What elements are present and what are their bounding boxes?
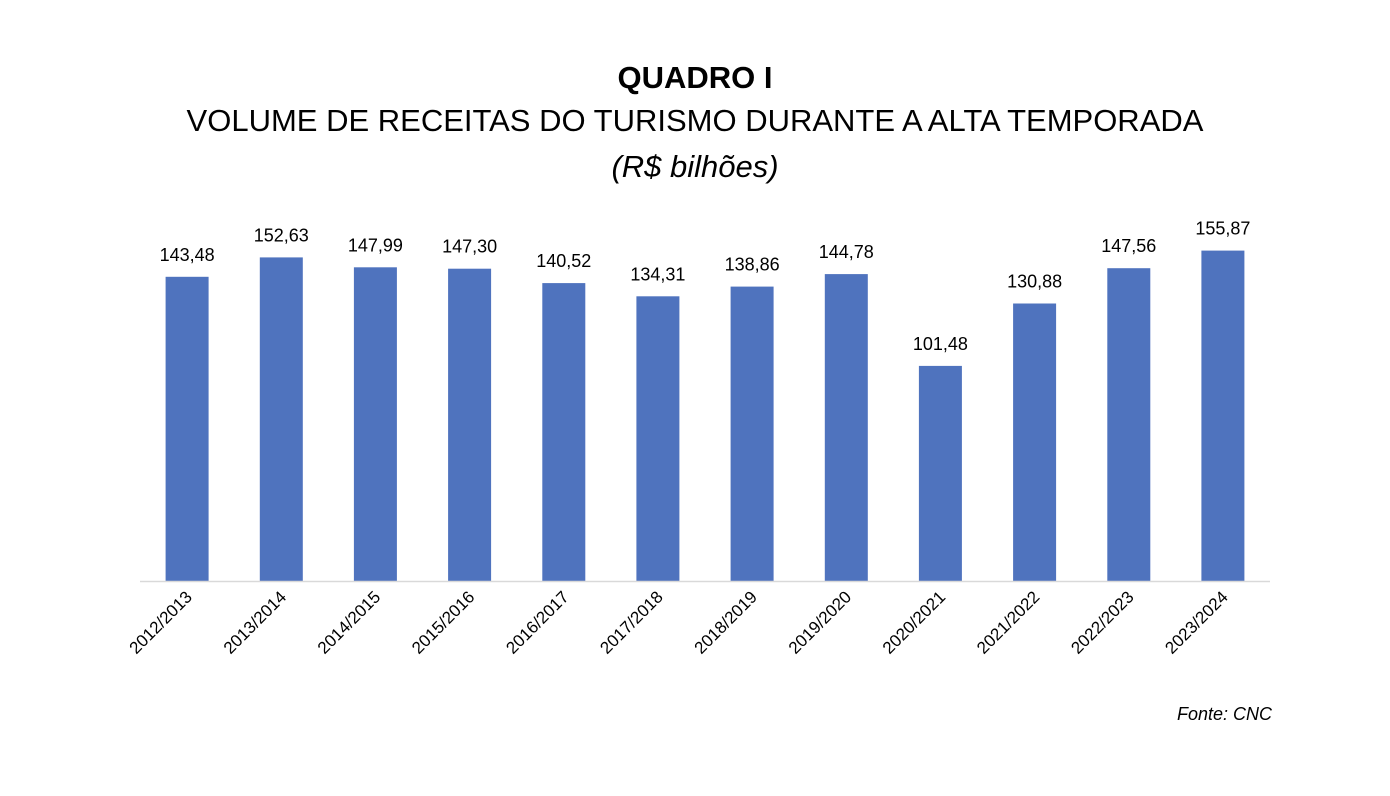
bar-2012-2013 bbox=[165, 276, 209, 581]
x-tick-label: 2022/2023 bbox=[1067, 587, 1137, 657]
bar-2015-2016 bbox=[448, 268, 492, 581]
data-label: 144,78 bbox=[819, 242, 874, 262]
bar-2023-2024 bbox=[1201, 250, 1245, 581]
bar-2013-2014 bbox=[259, 257, 303, 581]
chart-label: QUADRO I bbox=[617, 60, 773, 95]
x-tick-label: 2015/2016 bbox=[408, 587, 478, 657]
bar-2019-2020 bbox=[824, 274, 868, 581]
data-label: 155,87 bbox=[1195, 219, 1250, 239]
bar-2017-2018 bbox=[636, 296, 680, 581]
data-label: 147,30 bbox=[442, 237, 497, 257]
data-label: 130,88 bbox=[1007, 272, 1062, 292]
data-label: 147,56 bbox=[1101, 236, 1156, 256]
data-label: 143,48 bbox=[160, 245, 215, 265]
source-note: Fonte: CNC bbox=[1176, 704, 1272, 724]
data-label: 101,48 bbox=[913, 334, 968, 354]
x-tick-label: 2012/2013 bbox=[126, 587, 196, 657]
x-tick-label: 2019/2020 bbox=[785, 587, 855, 657]
x-tick-label: 2018/2019 bbox=[691, 587, 761, 657]
bar-2020-2021 bbox=[918, 365, 962, 581]
data-label: 147,99 bbox=[348, 235, 403, 255]
data-label: 134,31 bbox=[630, 264, 685, 284]
x-tick-label: 2020/2021 bbox=[879, 587, 949, 657]
data-label: 140,52 bbox=[536, 251, 591, 271]
x-tick-label: 2014/2015 bbox=[314, 587, 384, 657]
data-label: 152,63 bbox=[254, 225, 309, 245]
chart-subtitle: (R$ bilhões) bbox=[611, 149, 779, 184]
x-tick-label: 2017/2018 bbox=[596, 587, 666, 657]
bar-2016-2017 bbox=[542, 283, 586, 581]
bar-2022-2023 bbox=[1107, 268, 1151, 581]
x-tick-label: 2021/2022 bbox=[973, 587, 1043, 657]
x-tick-label: 2023/2024 bbox=[1161, 587, 1231, 657]
bar-2014-2015 bbox=[353, 267, 397, 581]
x-tick-label: 2016/2017 bbox=[502, 587, 572, 657]
x-tick-label: 2013/2014 bbox=[220, 587, 290, 657]
bar-2021-2022 bbox=[1013, 303, 1057, 581]
chart-titles: QUADRO I VOLUME DE RECEITAS DO TURISMO D… bbox=[0, 58, 1390, 190]
bar-2018-2019 bbox=[730, 286, 774, 581]
data-label: 138,86 bbox=[725, 255, 780, 275]
chart-title: VOLUME DE RECEITAS DO TURISMO DURANTE A … bbox=[186, 103, 1204, 138]
